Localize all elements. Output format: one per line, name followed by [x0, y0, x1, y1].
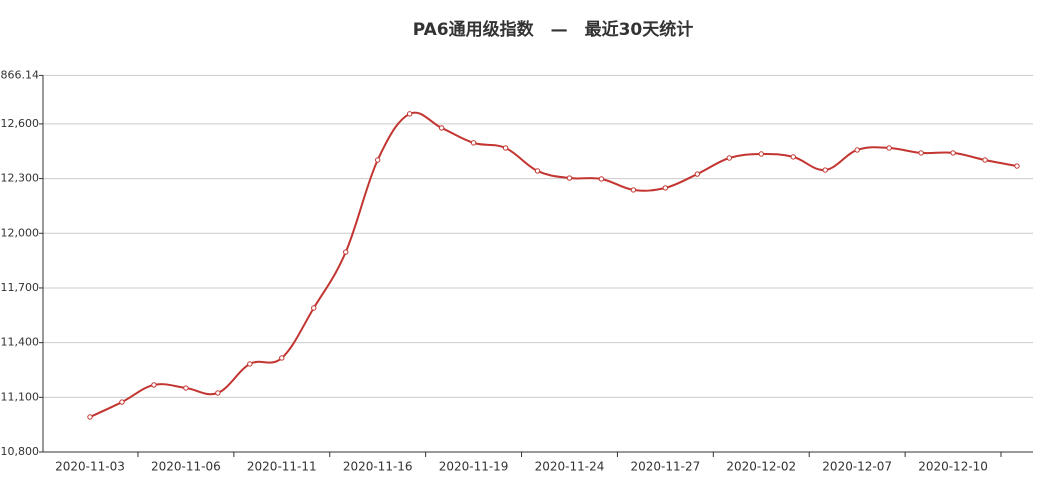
point — [534, 168, 541, 174]
point — [694, 171, 701, 177]
point — [790, 154, 796, 160]
point — [470, 140, 477, 146]
y-tick-label: 12,000 — [1, 226, 40, 239]
point — [311, 305, 317, 311]
point — [247, 361, 253, 367]
point — [950, 150, 956, 156]
point — [886, 145, 892, 151]
point — [438, 125, 445, 131]
point — [822, 167, 828, 173]
point — [343, 249, 349, 255]
point — [1014, 163, 1020, 169]
point — [87, 414, 93, 420]
point — [119, 399, 125, 405]
chart-title: PA6通用级指数 — 最近30天统计 — [413, 19, 694, 40]
point — [758, 151, 764, 157]
point — [854, 147, 860, 153]
x-tick-label: 2020-11-19 — [439, 460, 509, 474]
y-tick-label: 12,866.14 — [0, 68, 39, 81]
y-tick-label: 12,300 — [1, 172, 40, 185]
point — [183, 385, 189, 391]
x-tick-label: 2020-11-11 — [247, 460, 317, 474]
x-tick-label: 2020-11-16 — [343, 460, 413, 474]
point — [151, 382, 157, 388]
y-tick-label: 11,700 — [1, 281, 40, 294]
x-tick-label: 2020-12-10 — [918, 460, 988, 474]
point — [566, 175, 573, 181]
x-tick-label: 2020-12-07 — [822, 460, 892, 474]
point — [918, 150, 924, 156]
x-tick-label: 2020-12-02 — [726, 460, 796, 474]
point — [502, 145, 509, 151]
x-tick-label: 2020-11-06 — [151, 460, 221, 474]
point — [215, 390, 221, 396]
y-tick-label: 11,400 — [1, 336, 40, 349]
y-tick-label: 11,100 — [1, 390, 40, 403]
y-tick-label: 12,600 — [1, 117, 40, 130]
x-tick-label: 2020-11-24 — [535, 460, 605, 474]
point — [279, 355, 285, 361]
point — [598, 176, 605, 182]
point — [630, 187, 637, 193]
point — [406, 111, 413, 117]
point — [726, 155, 733, 161]
point — [982, 157, 988, 163]
point — [662, 185, 669, 191]
x-tick-label: 2020-11-03 — [55, 460, 125, 474]
x-tick-label: 2020-11-27 — [631, 460, 701, 474]
y-tick-label: 10,800 — [1, 445, 40, 458]
line — [89, 111, 1018, 418]
point — [374, 157, 381, 163]
